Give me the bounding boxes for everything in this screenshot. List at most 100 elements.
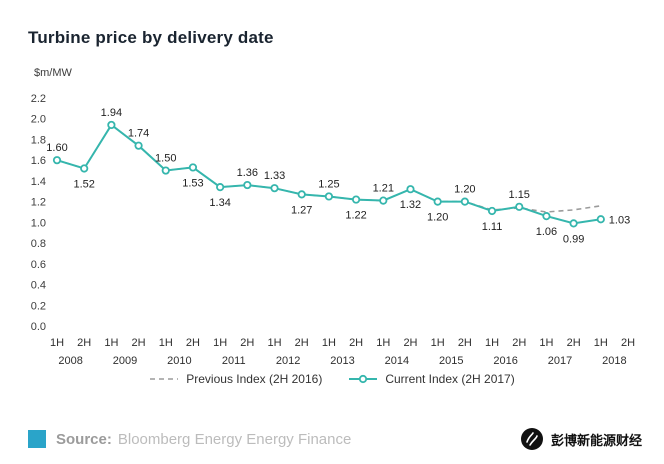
chart-legend: Previous Index (2H 2016) Current Index (… [0, 372, 664, 386]
data-point-marker [460, 197, 469, 206]
y-tick-label: 1.8 [31, 134, 46, 146]
y-tick-label: 1.4 [31, 176, 46, 188]
data-point-label: 1.11 [482, 221, 503, 233]
x-tick-label: 1H [431, 337, 445, 349]
data-point-marker [80, 164, 89, 173]
data-point-marker [107, 120, 116, 130]
data-point-marker [487, 206, 497, 216]
x-tick-label: 1H [322, 337, 336, 349]
legend-item-previous-index: Previous Index (2H 2016) [149, 372, 322, 386]
legend-label-current: Current Index (2H 2017) [385, 372, 515, 386]
x-tick-label: 1H [104, 337, 118, 349]
data-point-marker [569, 219, 578, 228]
x-tick-label: 2H [403, 337, 417, 349]
data-point-label: 1.06 [536, 226, 557, 238]
data-point-label: 1.52 [73, 178, 94, 190]
data-point-marker [161, 166, 170, 175]
data-point-label: 1.50 [155, 153, 176, 165]
x-tick-label: 1H [594, 337, 608, 349]
data-point-label: 1.27 [291, 204, 312, 216]
x-tick-label: 1H [213, 337, 227, 349]
x-year-label: 2015 [439, 355, 463, 367]
data-point-label: 1.03 [609, 214, 630, 226]
x-tick-label: 1H [539, 337, 553, 349]
data-point-marker [297, 190, 306, 199]
data-point-marker [542, 212, 551, 221]
data-point-label: 1.32 [400, 199, 421, 211]
data-point-marker [515, 202, 524, 211]
bnef-logo-icon [520, 428, 543, 450]
data-point-label: 1.74 [128, 128, 149, 140]
y-tick-label: 2.0 [31, 114, 46, 126]
x-tick-label: 2H [77, 337, 91, 349]
x-tick-label: 1H [376, 337, 390, 349]
data-point-marker [433, 197, 442, 206]
y-tick-label: 1.0 [31, 217, 46, 229]
footer: Source: Bloomberg Energy Energy Finance … [28, 422, 642, 456]
y-tick-label: 0.8 [31, 238, 46, 250]
data-point-label: 1.20 [427, 212, 448, 224]
x-tick-label: 2H [512, 337, 526, 349]
data-point-label: 1.33 [264, 170, 285, 182]
x-year-label: 2012 [276, 355, 300, 367]
data-point-marker [406, 185, 415, 194]
dashed-line-swatch-icon [150, 378, 179, 380]
x-year-label: 2009 [113, 355, 137, 367]
source-attribution: Source: Bloomberg Energy Energy Finance [28, 430, 351, 448]
y-tick-label: 0.2 [31, 300, 46, 312]
data-point-marker [379, 196, 388, 205]
turbine-price-chart: $m/MW 0.0 0.2 0.4 0.6 0.8 1.0 1.2 1.4 1.6 1.8 2.0 2.… [31, 67, 635, 367]
x-year-label: 2014 [385, 355, 409, 367]
y-tick-label: 2.2 [31, 93, 46, 105]
source-label: Source: [56, 430, 112, 448]
data-point-marker [52, 156, 62, 165]
x-tick-label: 1H [485, 337, 499, 349]
data-point-label: 0.99 [563, 233, 584, 245]
data-point-marker [188, 163, 198, 172]
x-tick-label: 2H [132, 337, 146, 349]
x-tick-label: 2H [621, 337, 635, 349]
data-point-label: 1.36 [237, 167, 258, 179]
data-point-marker [134, 141, 143, 150]
y-tick-label: 0.6 [31, 259, 46, 271]
legend-label-previous: Previous Index (2H 2016) [186, 372, 323, 386]
y-tick-label: 0.4 [31, 280, 46, 292]
marker-line-swatch-icon [349, 374, 378, 384]
x-tick-label: 2H [240, 337, 254, 349]
y-tick-label: 1.2 [31, 197, 46, 209]
y-tick-label: 0.0 [31, 321, 46, 333]
x-year-label: 2016 [493, 355, 517, 367]
x-year-label: 2018 [602, 355, 626, 367]
x-year-label: 2013 [330, 355, 354, 367]
x-year-label: 2008 [58, 355, 82, 367]
x-tick-label: 2H [458, 337, 472, 349]
brand-badge: 彭博新能源财经 [520, 427, 642, 451]
y-axis-title: $m/MW [34, 67, 73, 79]
data-point-marker [596, 215, 605, 224]
source-color-square [28, 430, 46, 448]
x-tick-label: 2H [186, 337, 200, 349]
data-point-label: 1.22 [345, 210, 366, 222]
data-point-label: 1.60 [46, 142, 67, 154]
data-point-label: 1.20 [454, 184, 475, 196]
data-point-marker [324, 192, 334, 201]
data-point-label: 1.34 [209, 197, 230, 209]
data-point-label: 1.15 [509, 189, 530, 201]
data-point-marker [216, 183, 225, 192]
x-tick-label: 1H [159, 337, 173, 349]
source-text: Bloomberg Energy Energy Finance [117, 430, 352, 448]
x-tick-label: 2H [349, 337, 363, 349]
data-point-marker [243, 180, 252, 190]
x-tick-label: 2H [567, 337, 581, 349]
y-tick-label: 1.6 [31, 155, 46, 167]
x-year-label: 2010 [167, 355, 191, 367]
x-year-label: 2017 [548, 355, 572, 367]
brand-name-chinese: 彭博新能源财经 [550, 432, 642, 448]
data-point-label: 1.94 [101, 107, 122, 119]
chart-title: Turbine price by delivery date [28, 28, 274, 47]
data-point-marker [351, 195, 361, 204]
data-point-label: 1.53 [182, 177, 203, 189]
legend-item-current-index: Current Index (2H 2017) [348, 372, 515, 386]
x-tick-label: 1H [267, 337, 281, 349]
